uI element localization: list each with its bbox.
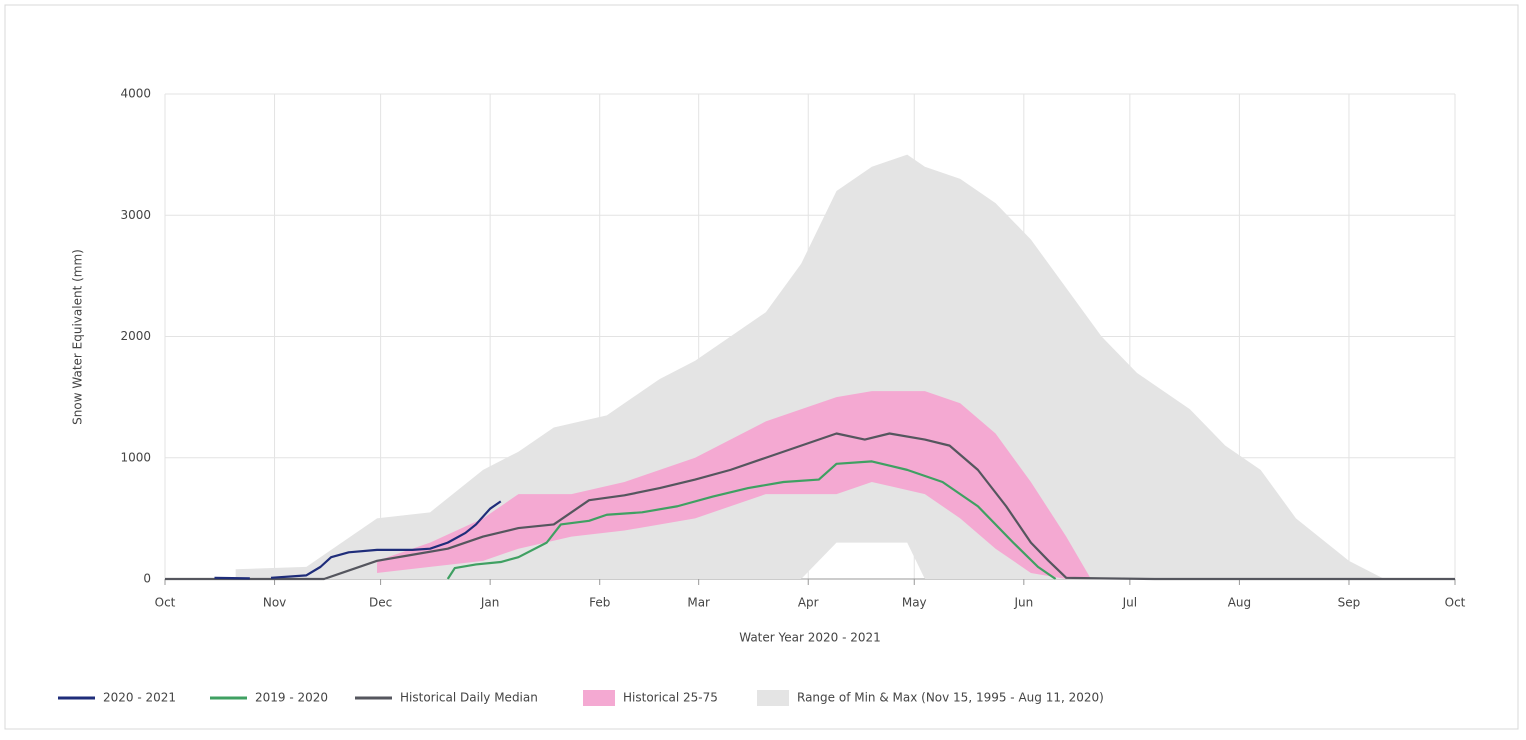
x-tick-label: Feb xyxy=(589,596,610,610)
y-tick-label: 4000 xyxy=(120,87,151,101)
x-tick-label: May xyxy=(902,596,927,610)
legend-label: Historical Daily Median xyxy=(400,691,538,705)
legend-label: Range of Min & Max (Nov 15, 1995 - Aug 1… xyxy=(797,691,1104,705)
x-tick-label: Apr xyxy=(798,596,819,610)
x-tick-label: Oct xyxy=(1445,596,1466,610)
legend-swatch xyxy=(757,690,789,706)
x-tick-label: Sep xyxy=(1338,596,1361,610)
legend: 2020 - 2021 2019 - 2020 Historical Daily M… xyxy=(58,690,1104,706)
y-tick-label: 1000 xyxy=(120,450,151,464)
x-tick-label: Jul xyxy=(1122,596,1137,610)
series-line xyxy=(165,432,1455,581)
x-tick-label: Oct xyxy=(155,596,176,610)
y-tick-label: 3000 xyxy=(120,208,151,222)
series-line xyxy=(446,460,1057,580)
plot-area: 0 1000 2000 3000 4000 Oct Nov Dec Jan Feb Mar Apr Ma… xyxy=(120,87,1465,610)
x-axis-label: Water Year 2020 - 2021 xyxy=(739,631,881,645)
legend-label: 2020 - 2021 xyxy=(103,691,176,705)
y-axis-label: Snow Water Equivalent (mm) xyxy=(71,249,85,425)
x-tick-label: Jun xyxy=(1013,596,1033,610)
range-band xyxy=(235,154,1385,579)
x-tick-label: Nov xyxy=(263,596,286,610)
y-tick-label: 0 xyxy=(143,572,151,586)
x-tick-label: Mar xyxy=(687,596,710,610)
x-tick-label: Aug xyxy=(1228,596,1251,610)
legend-label: Historical 25-75 xyxy=(623,691,718,705)
x-tick-label: Dec xyxy=(369,596,392,610)
legend-swatch xyxy=(583,690,615,706)
x-tick-label: Jan xyxy=(480,596,500,610)
y-tick-label: 2000 xyxy=(120,329,151,343)
series-line xyxy=(214,500,502,580)
legend-label: 2019 - 2020 xyxy=(255,691,328,705)
